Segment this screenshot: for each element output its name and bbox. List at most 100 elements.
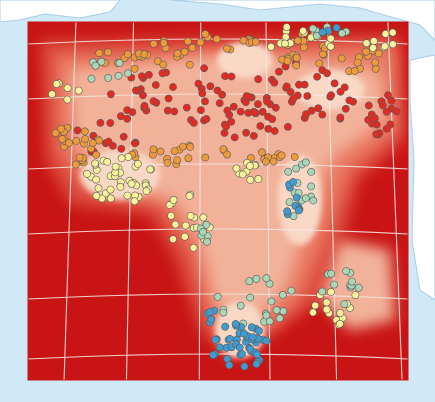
point-marker-sage[interactable] — [318, 287, 327, 296]
point-marker-red[interactable] — [392, 107, 401, 116]
point-marker-yellow[interactable] — [124, 153, 133, 161]
point-marker-blue[interactable] — [225, 361, 234, 370]
point-marker-blue[interactable] — [262, 336, 271, 345]
point-marker-red[interactable] — [318, 66, 327, 74]
point-marker-orange[interactable] — [57, 124, 65, 133]
point-marker-red[interactable] — [123, 114, 132, 123]
point-marker-orange[interactable] — [277, 151, 286, 160]
point-marker-sage[interactable] — [213, 292, 222, 301]
point-marker-sage[interactable] — [262, 274, 271, 283]
point-marker-blue[interactable] — [239, 329, 248, 338]
point-marker-orange[interactable] — [71, 160, 80, 169]
point-marker-yellow[interactable] — [189, 243, 198, 252]
point-marker-orange[interactable] — [292, 54, 301, 62]
point-marker-orange[interactable] — [374, 49, 383, 58]
point-marker-red[interactable] — [202, 115, 211, 123]
point-marker-orange[interactable] — [75, 153, 84, 162]
point-marker-orange[interactable] — [92, 150, 101, 159]
point-marker-orange[interactable] — [72, 136, 81, 145]
point-marker-sage[interactable] — [104, 74, 113, 82]
point-marker-yellow[interactable] — [165, 201, 174, 209]
point-marker-yellow[interactable] — [246, 175, 255, 184]
point-marker-orange[interactable] — [140, 50, 149, 59]
point-marker-sage[interactable] — [301, 194, 310, 203]
point-marker-red[interactable] — [221, 72, 229, 80]
point-marker-red[interactable] — [170, 107, 179, 116]
point-marker-yellow[interactable] — [83, 169, 91, 178]
point-marker-red[interactable] — [227, 117, 236, 126]
point-marker-red[interactable] — [206, 82, 215, 91]
point-marker-red[interactable] — [200, 64, 208, 73]
point-marker-orange[interactable] — [173, 156, 182, 164]
point-marker-sage[interactable] — [272, 306, 281, 315]
point-marker-blue[interactable] — [292, 193, 301, 202]
point-marker-yellow[interactable] — [169, 195, 178, 204]
point-marker-red[interactable] — [130, 139, 139, 148]
point-marker-orange[interactable] — [353, 58, 362, 67]
point-marker-sage[interactable] — [262, 311, 271, 320]
point-marker-red[interactable] — [382, 107, 391, 116]
point-marker-blue[interactable] — [221, 322, 230, 331]
point-marker-yellow[interactable] — [322, 298, 331, 307]
point-marker-sage[interactable] — [246, 293, 255, 302]
point-marker-orange[interactable] — [173, 49, 182, 58]
point-marker-orange[interactable] — [257, 148, 266, 157]
point-marker-orange[interactable] — [156, 147, 165, 156]
point-marker-sage[interactable] — [245, 277, 254, 286]
point-marker-yellow[interactable] — [326, 288, 335, 296]
point-marker-yellow[interactable] — [280, 39, 289, 48]
point-marker-sage[interactable] — [287, 286, 296, 295]
point-marker-blue[interactable] — [253, 350, 261, 359]
point-marker-red[interactable] — [194, 79, 203, 88]
point-marker-sage[interactable] — [219, 308, 228, 317]
point-marker-orange[interactable] — [201, 30, 210, 38]
point-marker-red[interactable] — [223, 106, 232, 115]
point-marker-orange[interactable] — [159, 60, 168, 69]
point-marker-orange[interactable] — [222, 44, 231, 53]
point-marker-sage[interactable] — [91, 61, 100, 70]
point-marker-red[interactable] — [330, 79, 339, 88]
point-marker-red[interactable] — [169, 83, 177, 91]
point-marker-red[interactable] — [242, 92, 251, 100]
point-marker-yellow[interactable] — [123, 191, 132, 200]
point-marker-sage[interactable] — [265, 317, 274, 326]
point-marker-red[interactable] — [196, 106, 205, 114]
point-marker-blue[interactable] — [252, 360, 261, 368]
point-marker-red[interactable] — [327, 91, 335, 100]
point-marker-blue[interactable] — [318, 28, 327, 36]
point-marker-sage[interactable] — [115, 59, 124, 67]
point-marker-orange[interactable] — [251, 38, 260, 46]
point-marker-blue[interactable] — [209, 351, 218, 359]
point-marker-blue[interactable] — [246, 344, 255, 353]
point-marker-yellow[interactable] — [171, 220, 180, 229]
point-marker-yellow[interactable] — [362, 39, 371, 48]
point-marker-orange[interactable] — [58, 135, 67, 143]
point-marker-sage[interactable] — [301, 158, 310, 167]
point-marker-orange[interactable] — [315, 59, 324, 68]
point-marker-red[interactable] — [313, 72, 321, 81]
point-marker-sage[interactable] — [342, 267, 350, 275]
point-marker-blue[interactable] — [235, 343, 244, 352]
point-marker-sage[interactable] — [354, 283, 363, 292]
point-marker-orange[interactable] — [178, 142, 187, 151]
point-marker-orange[interactable] — [350, 67, 359, 75]
point-marker-red[interactable] — [215, 99, 224, 107]
point-marker-sage[interactable] — [308, 24, 317, 33]
point-marker-sage[interactable] — [87, 74, 96, 83]
point-marker-red[interactable] — [198, 89, 207, 98]
point-marker-sage[interactable] — [284, 167, 293, 176]
point-marker-red[interactable] — [151, 81, 160, 89]
point-marker-orange[interactable] — [212, 35, 221, 43]
point-marker-red[interactable] — [302, 110, 310, 118]
observation-points[interactable] — [48, 22, 401, 371]
point-marker-orange[interactable] — [290, 153, 299, 161]
point-marker-sage[interactable] — [330, 280, 338, 289]
point-marker-yellow[interactable] — [311, 301, 320, 310]
point-marker-yellow[interactable] — [167, 211, 175, 220]
point-marker-orange[interactable] — [183, 37, 192, 46]
point-marker-red[interactable] — [372, 130, 381, 139]
point-marker-sage[interactable] — [236, 301, 245, 310]
point-marker-red[interactable] — [336, 113, 345, 122]
point-marker-orange[interactable] — [123, 50, 132, 59]
point-marker-orange[interactable] — [104, 48, 112, 57]
